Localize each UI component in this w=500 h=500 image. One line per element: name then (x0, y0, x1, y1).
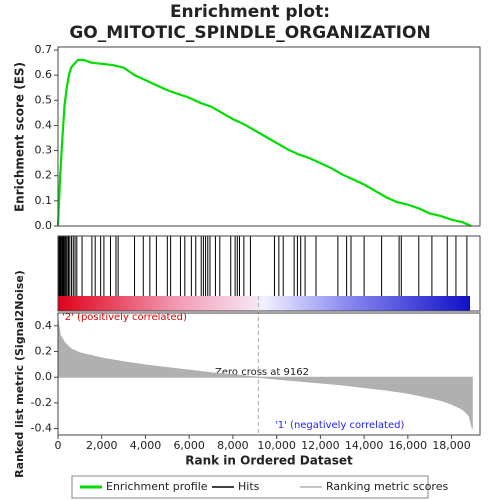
x-tick-label: 0 (55, 439, 62, 452)
legend (71, 475, 429, 499)
y-tick-label: 0.3 (35, 144, 53, 157)
metric-area (57, 319, 473, 429)
legend-label: Enrichment profile (106, 480, 208, 493)
y-tick-label: -0.4 (31, 422, 52, 435)
y-tick-label: 0.2 (35, 345, 53, 358)
y-tick-label: -0.2 (31, 396, 52, 409)
y-tick-label: 0.6 (35, 68, 53, 81)
frame (57, 46, 481, 227)
y-tick-label: 0.4 (35, 319, 53, 332)
chart-title: Enrichment plot: (170, 2, 330, 22)
y-tick-label: 0.0 (35, 219, 53, 232)
y-tick-label: 0.0 (35, 370, 53, 383)
y-axis-label: Enrichment score (ES) (13, 62, 27, 212)
y-tick-label: 0.4 (35, 118, 53, 131)
negative-label: '1' (negatively correlated) (275, 420, 404, 431)
color-bar (58, 296, 470, 311)
x-tick-label: 14,000 (345, 439, 384, 452)
chart-subtitle: GO_MITOTIC_SPINDLE_ORGANIZATION (69, 23, 430, 43)
x-tick-label: 4,000 (130, 439, 162, 452)
x-tick-label: 10,000 (257, 439, 296, 452)
y-tick-label: 0.7 (35, 43, 53, 56)
positive-label: '2' (positively correlated) (62, 312, 187, 323)
x-axis-label: Rank in Ordered Dataset (185, 454, 353, 468)
x-tick-label: 12,000 (301, 439, 340, 452)
y-tick-label: 0.5 (35, 93, 53, 106)
frame (57, 312, 481, 436)
x-tick-label: 2,000 (86, 439, 118, 452)
x-tick-label: 16,000 (389, 439, 428, 452)
frame (57, 235, 481, 312)
legend-label: Ranking metric scores (326, 480, 448, 493)
zero-cross-label: Zero cross at 9162 (215, 367, 309, 378)
y-axis-label: Ranked list metric (Signal2Noise) (13, 270, 26, 478)
enrichment-line (56, 58, 472, 228)
y-tick-label: 0.2 (35, 169, 53, 182)
x-tick-label: 18,000 (432, 439, 471, 452)
y-tick-label: 0.1 (35, 194, 53, 207)
x-tick-label: 8,000 (217, 439, 249, 452)
x-tick-label: 6,000 (173, 439, 205, 452)
legend-label: Hits (238, 480, 260, 493)
